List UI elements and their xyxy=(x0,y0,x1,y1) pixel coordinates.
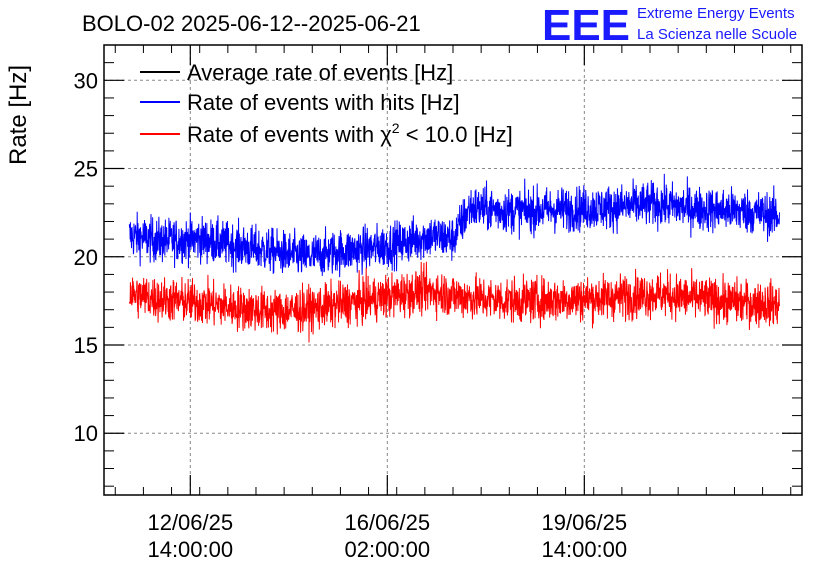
legend-label-hits: Rate of events with hits [Hz] xyxy=(187,90,460,115)
eee-logo-mark: EEE xyxy=(542,1,630,50)
legend-chi-symbol: χ xyxy=(380,122,392,147)
chart-title: BOLO-02 2025-06-12--2025-06-21 xyxy=(82,11,421,36)
x-tick-date: 19/06/25 xyxy=(542,510,628,535)
legend: Average rate of events [Hz] Rate of even… xyxy=(140,60,513,147)
x-tick-date: 12/06/25 xyxy=(147,510,233,535)
axis-ticks xyxy=(104,44,802,495)
legend-label-chi2: Rate of events with χ2 < 10.0 [Hz] xyxy=(187,120,513,147)
y-tick-label: 10 xyxy=(74,421,98,446)
series-line-1 xyxy=(128,173,780,278)
y-tick-label: 20 xyxy=(74,245,98,270)
legend-label-average: Average rate of events [Hz] xyxy=(187,60,453,85)
x-tick-labels: 12/06/2514:00:0016/06/2502:00:0019/06/25… xyxy=(147,510,627,562)
grid-lines xyxy=(104,45,802,495)
y-tick-label: 15 xyxy=(74,333,98,358)
x-tick-time: 14:00:00 xyxy=(147,537,233,562)
series-layer xyxy=(128,173,780,343)
y-tick-label: 25 xyxy=(74,157,98,182)
logo-line-2: La Scienza nelle Scuole xyxy=(637,26,797,43)
y-tick-labels: 10 15 20 25 30 xyxy=(74,68,98,446)
legend-chi-post: < 10.0 [Hz] xyxy=(400,122,513,147)
x-tick-time: 02:00:00 xyxy=(344,537,430,562)
logo-line-1: Extreme Energy Events xyxy=(637,5,795,22)
legend-chi-pre: Rate of events with xyxy=(187,122,380,147)
eee-logo: EEE Extreme Energy Events La Scienza nel… xyxy=(542,1,797,50)
y-axis-label: Rate [Hz] xyxy=(5,65,32,165)
y-tick-label: 30 xyxy=(74,68,98,93)
legend-chi-sup: 2 xyxy=(392,120,400,136)
x-tick-date: 16/06/25 xyxy=(344,510,430,535)
x-tick-time: 14:00:00 xyxy=(542,537,628,562)
series-line-2 xyxy=(128,261,780,343)
